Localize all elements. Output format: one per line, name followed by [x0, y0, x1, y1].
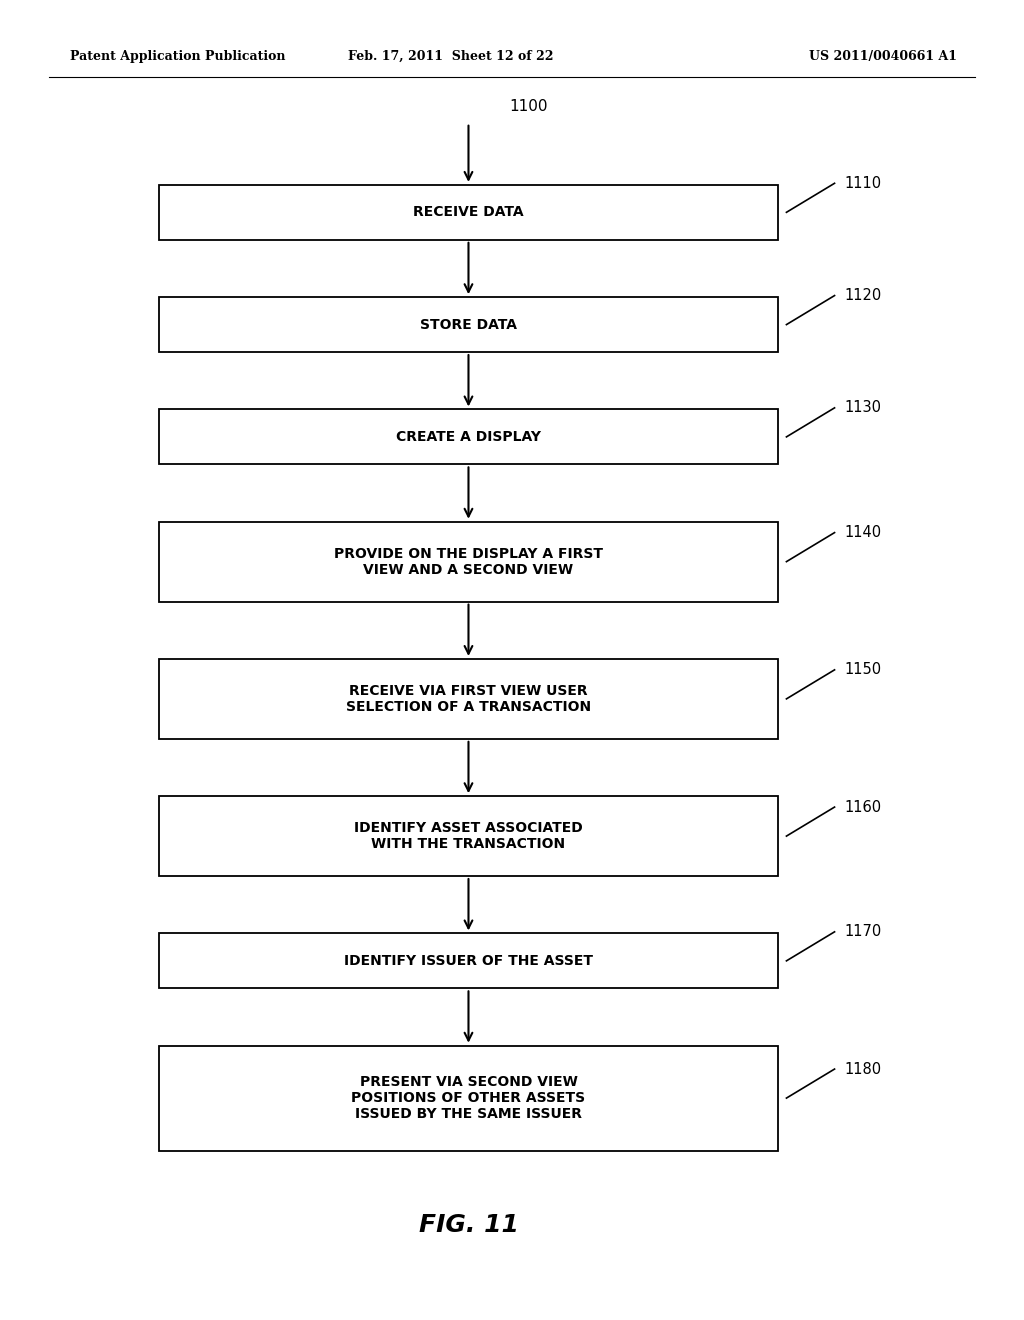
Text: STORE DATA: STORE DATA	[420, 318, 517, 331]
Text: US 2011/0040661 A1: US 2011/0040661 A1	[809, 50, 957, 63]
Text: 1120: 1120	[845, 288, 882, 304]
Text: RECEIVE DATA: RECEIVE DATA	[413, 206, 524, 219]
Bar	[159, 521, 778, 602]
Text: IDENTIFY ISSUER OF THE ASSET: IDENTIFY ISSUER OF THE ASSET	[344, 954, 593, 968]
Bar	[159, 659, 778, 739]
Text: 1150: 1150	[845, 663, 882, 677]
Bar	[159, 796, 778, 876]
Text: RECEIVE VIA FIRST VIEW USER
SELECTION OF A TRANSACTION: RECEIVE VIA FIRST VIEW USER SELECTION OF…	[346, 684, 591, 714]
Bar	[159, 933, 778, 989]
Text: 1160: 1160	[845, 800, 882, 814]
Text: FIG. 11: FIG. 11	[419, 1213, 518, 1237]
Text: Patent Application Publication: Patent Application Publication	[70, 50, 285, 63]
Text: CREATE A DISPLAY: CREATE A DISPLAY	[396, 430, 541, 444]
Bar	[159, 297, 778, 352]
Text: PRESENT VIA SECOND VIEW
POSITIONS OF OTHER ASSETS
ISSUED BY THE SAME ISSUER: PRESENT VIA SECOND VIEW POSITIONS OF OTH…	[351, 1074, 586, 1121]
Bar	[159, 185, 778, 240]
Bar	[159, 1045, 778, 1151]
Text: Feb. 17, 2011  Sheet 12 of 22: Feb. 17, 2011 Sheet 12 of 22	[348, 50, 553, 63]
Text: IDENTIFY ASSET ASSOCIATED
WITH THE TRANSACTION: IDENTIFY ASSET ASSOCIATED WITH THE TRANS…	[354, 821, 583, 851]
Bar	[159, 409, 778, 465]
Text: 1100: 1100	[510, 99, 548, 115]
Text: 1170: 1170	[845, 924, 882, 940]
Text: 1180: 1180	[845, 1061, 882, 1077]
Text: 1140: 1140	[845, 525, 882, 540]
Text: PROVIDE ON THE DISPLAY A FIRST
VIEW AND A SECOND VIEW: PROVIDE ON THE DISPLAY A FIRST VIEW AND …	[334, 546, 603, 577]
Text: 1110: 1110	[845, 176, 882, 191]
Text: 1130: 1130	[845, 400, 882, 416]
